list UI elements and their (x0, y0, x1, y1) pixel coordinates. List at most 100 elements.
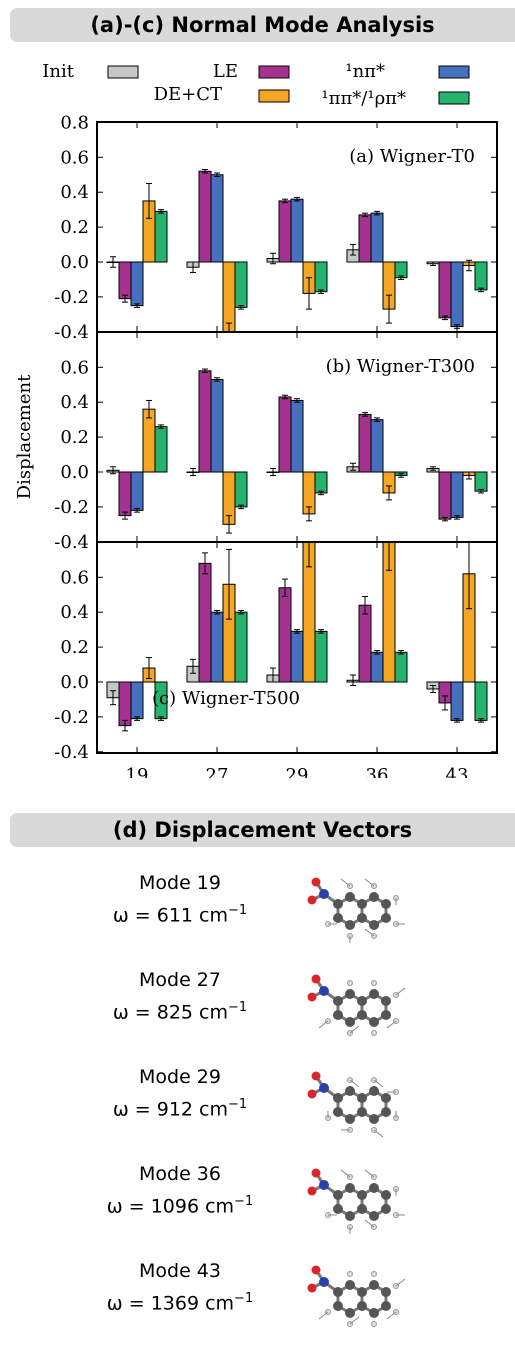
bar (370, 419, 384, 473)
bar (198, 370, 212, 473)
mode-frequency: ω = 1369 cm−1 (80, 1285, 280, 1317)
bar (358, 604, 372, 683)
x-tick-label: 29 (286, 765, 309, 778)
y-tick-label: -0.4 (54, 532, 89, 553)
bar (394, 651, 408, 683)
bar (358, 214, 372, 263)
bar (222, 261, 236, 333)
x-tick-label: 19 (126, 765, 149, 778)
bar (130, 261, 144, 307)
mode-title: Mode 43 (139, 1260, 221, 1282)
bar (450, 471, 464, 518)
mode-label: Mode 27 ω = 825 cm−1 (80, 967, 280, 1026)
bar (370, 651, 384, 683)
mode-title: Mode 27 (139, 969, 221, 991)
bar (154, 210, 168, 263)
molecule-displacement-image (307, 877, 405, 943)
x-tick-label: 43 (446, 765, 469, 778)
bar (234, 261, 248, 308)
molecule-displacement-image (307, 974, 406, 1036)
section-header-displacement-vectors: (d) Displacement Vectors (10, 813, 515, 847)
normal-mode-bar-chart: Init LE ¹nπ* DE+CT ¹ππ*/¹ρπ* 0.8 0.6 0.4 0.2 0.0 -… (14, 61, 498, 778)
bar (198, 562, 212, 683)
y-tick-label: 0.6 (60, 147, 89, 168)
mode-title: Mode 29 (139, 1066, 221, 1088)
bar (198, 170, 212, 263)
panel-label: (b) Wigner-T300 (326, 356, 475, 377)
y-axis-title: Displacement (14, 374, 35, 499)
mode-title: Mode 19 (139, 872, 221, 894)
x-tick-label: 36 (366, 765, 389, 778)
section-header-title: (a)-(c) Normal Mode Analysis (90, 13, 435, 37)
y-tick-label: 0.2 (60, 217, 89, 238)
bar (358, 413, 372, 473)
bar (118, 681, 132, 727)
frequency-unit-exponent: −1 (228, 903, 248, 918)
bar (474, 681, 488, 721)
bar (438, 471, 452, 520)
mode-frequency: ω = 611 cm−1 (80, 897, 280, 929)
frequency-unit-exponent: −1 (228, 1000, 248, 1015)
bar (278, 396, 292, 473)
mode-frequency: ω = 1096 cm−1 (80, 1188, 280, 1220)
bar (118, 261, 132, 300)
y-tick-label: -0.4 (54, 322, 89, 343)
frequency-value: ω = 1369 cm (106, 1292, 235, 1315)
y-tick-label: 0.2 (60, 427, 89, 448)
frequency-value: ω = 825 cm (112, 1001, 228, 1024)
mode-frequency: ω = 912 cm−1 (80, 1091, 280, 1123)
bar (394, 261, 408, 279)
bar (450, 261, 464, 328)
frequency-value: ω = 1096 cm (106, 1195, 235, 1218)
mode-frequency: ω = 825 cm−1 (80, 994, 280, 1026)
legend-label: LE (213, 61, 238, 82)
y-tick-label: -0.2 (54, 707, 89, 728)
bar (314, 471, 328, 494)
bar (234, 471, 248, 508)
bar (314, 261, 328, 293)
x-tick-label: 27 (206, 765, 229, 778)
bar (290, 198, 304, 263)
y-tick-label: 0.0 (60, 462, 89, 483)
y-tick-label: -0.2 (54, 497, 89, 518)
y-tick-label: 0.8 (60, 112, 89, 133)
legend-label: ¹ππ*/¹ρπ* (321, 88, 406, 109)
y-tick-label: 0.6 (60, 567, 89, 588)
bar (290, 630, 304, 683)
mode-title: Mode 36 (139, 1163, 221, 1185)
frequency-unit-exponent: −1 (234, 1194, 254, 1209)
y-tick-label: 0.0 (60, 252, 89, 273)
bar (210, 379, 224, 473)
bar (210, 174, 224, 263)
bar (130, 681, 144, 720)
mode-label: Mode 29 ω = 912 cm−1 (80, 1064, 280, 1123)
y-tick-label: 0.4 (60, 392, 89, 413)
bar (234, 611, 248, 683)
bar (154, 426, 168, 473)
y-tick-label: 0.4 (60, 182, 89, 203)
y-tick-label: 0.4 (60, 602, 89, 623)
bar (370, 212, 384, 263)
legend-swatch (438, 91, 470, 105)
bar (130, 471, 144, 511)
panel-label: (a) Wigner-T0 (349, 146, 475, 167)
legend-swatch (438, 65, 470, 79)
y-tick-label: 0.2 (60, 637, 89, 658)
frequency-unit-exponent: −1 (234, 1291, 254, 1306)
frequency-unit-exponent: −1 (228, 1097, 248, 1112)
legend-swatch (258, 89, 290, 103)
y-tick-label: -0.2 (54, 287, 89, 308)
bar (438, 261, 452, 319)
bar (474, 471, 488, 492)
bar (278, 200, 292, 263)
bar (278, 587, 292, 683)
bar (450, 681, 464, 721)
bar (474, 261, 488, 291)
mode-label: Mode 43 ω = 1369 cm−1 (80, 1258, 280, 1317)
bar (210, 611, 224, 683)
molecule-displacement-image (307, 1265, 406, 1327)
legend-label: Init (42, 61, 74, 82)
y-tick-label: 0.6 (60, 357, 89, 378)
y-tick-label: -0.4 (54, 742, 89, 763)
legend-label: DE+CT (154, 84, 222, 105)
